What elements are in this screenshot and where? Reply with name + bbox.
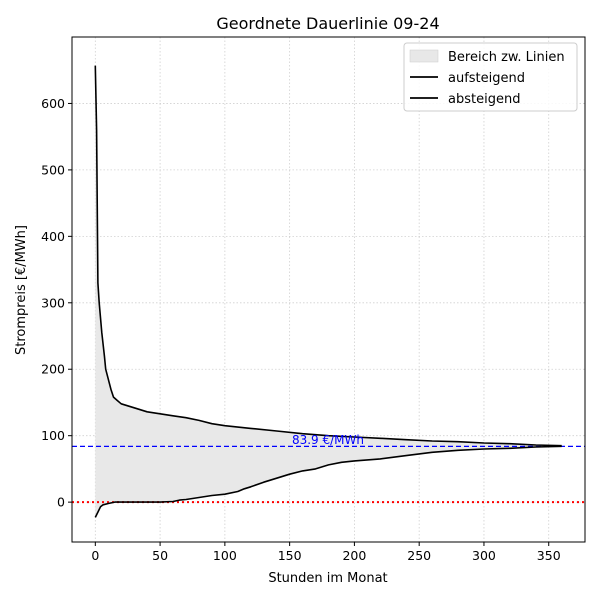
series-line-aufsteigend [94, 445, 562, 518]
y-tick-label: 600 [41, 96, 65, 111]
x-tick-label: 150 [278, 548, 302, 563]
y-tick-label: 400 [41, 229, 65, 244]
reference-line-label: 83.9 €/MWh [292, 433, 364, 447]
y-tick-label: 100 [41, 428, 65, 443]
fill-layer [95, 65, 562, 518]
legend-label-area: Bereich zw. Linien [448, 50, 565, 65]
x-tick-label: 200 [342, 548, 366, 563]
x-tick-label: 0 [91, 548, 99, 563]
x-tick-label: 250 [407, 548, 431, 563]
x-tick-label: 350 [537, 548, 561, 563]
area-between-lines [95, 65, 562, 518]
x-tick-label: 50 [152, 548, 168, 563]
legend-box [403, 42, 578, 112]
legend-label-aufsteigend: aufsteigend [448, 71, 525, 86]
y-tick-label: 200 [41, 362, 65, 377]
legend-swatch-area [409, 49, 439, 63]
x-tick-label: 300 [472, 548, 496, 563]
chart-title: Geordnete Dauerlinie 09-24 [216, 14, 439, 33]
series-line-absteigend [94, 65, 562, 447]
y-tick-label: 0 [57, 495, 65, 510]
y-tick-label: 500 [41, 162, 65, 177]
x-axis-label: Stunden im Monat [268, 571, 387, 586]
legend-label-absteigend: absteigend [448, 92, 520, 107]
legend: Bereich zw. Linien aufsteigend absteigen… [403, 42, 578, 112]
y-axis-label: Strompreis [€/MWh] [14, 225, 29, 355]
series-layer [94, 65, 562, 518]
plot-frame [71, 36, 586, 543]
y-tick-label: 300 [41, 295, 65, 310]
x-tick-label: 100 [213, 548, 237, 563]
tick-layer: 0 50 100 150 200 250 300 350 0 100 200 300 400 500 600 [41, 96, 561, 563]
